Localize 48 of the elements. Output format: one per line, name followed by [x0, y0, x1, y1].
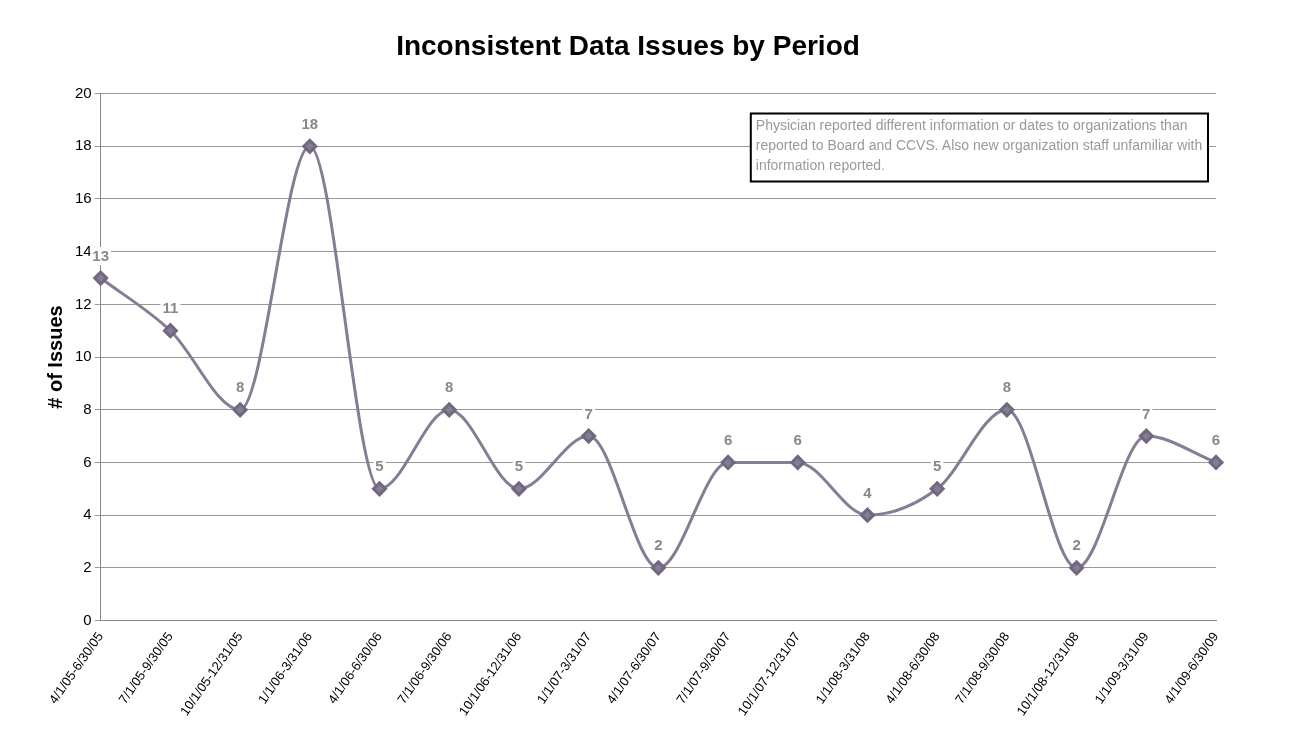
point — [790, 454, 806, 470]
data-label: 8 — [445, 378, 454, 396]
data-label: 8 — [235, 378, 245, 396]
point — [1208, 454, 1224, 470]
data-label: 2 — [1072, 536, 1081, 554]
data-label: 8 — [1002, 378, 1012, 396]
point — [232, 402, 248, 418]
y-tick-label: 18 — [75, 136, 92, 154]
point — [1069, 560, 1085, 576]
y-axis-title: # of Issues — [43, 305, 66, 409]
data-label: 11 — [162, 299, 179, 317]
data-label: 5 — [933, 457, 942, 475]
point — [650, 560, 666, 576]
point — [162, 323, 178, 339]
annotation: Physician reported different information or dates to organizations than reported to Board and CCVS. Also new organization staff unfamiliar with information reported. — [755, 117, 1203, 174]
data-label: 13 — [92, 246, 110, 264]
point — [93, 270, 109, 286]
y-tick-label: 4 — [83, 505, 92, 523]
point — [511, 481, 527, 497]
data-label: 6 — [1211, 431, 1221, 449]
data-label: 5 — [514, 457, 524, 475]
point — [1138, 428, 1154, 444]
y-tick-label: 6 — [83, 452, 92, 470]
data-label: 7 — [1142, 404, 1151, 422]
chart-title: Inconsistent Data Issues by Period — [396, 29, 860, 61]
point — [720, 454, 736, 470]
point — [372, 481, 388, 497]
y-tick-label: 16 — [75, 189, 92, 207]
data-label: 2 — [654, 536, 663, 554]
point — [581, 428, 597, 444]
point — [441, 402, 457, 418]
data-label: 4 — [863, 483, 873, 501]
data-label: 6 — [793, 431, 802, 449]
data-label: 5 — [375, 457, 384, 475]
y-tick-label: 8 — [83, 399, 92, 417]
data-label: 6 — [723, 431, 733, 449]
y-tick-label: 14 — [75, 241, 92, 259]
point — [929, 481, 945, 497]
y-tick-label: 0 — [83, 610, 92, 628]
y-tick-label: 20 — [75, 83, 92, 101]
y-tick-label: 2 — [83, 557, 92, 575]
y-tick-label: 12 — [75, 294, 92, 312]
point — [999, 402, 1015, 418]
point — [302, 138, 318, 154]
data-label: 7 — [584, 404, 593, 422]
point — [859, 507, 875, 523]
data-label: 18 — [301, 114, 319, 132]
y-tick-label: 10 — [75, 347, 92, 365]
